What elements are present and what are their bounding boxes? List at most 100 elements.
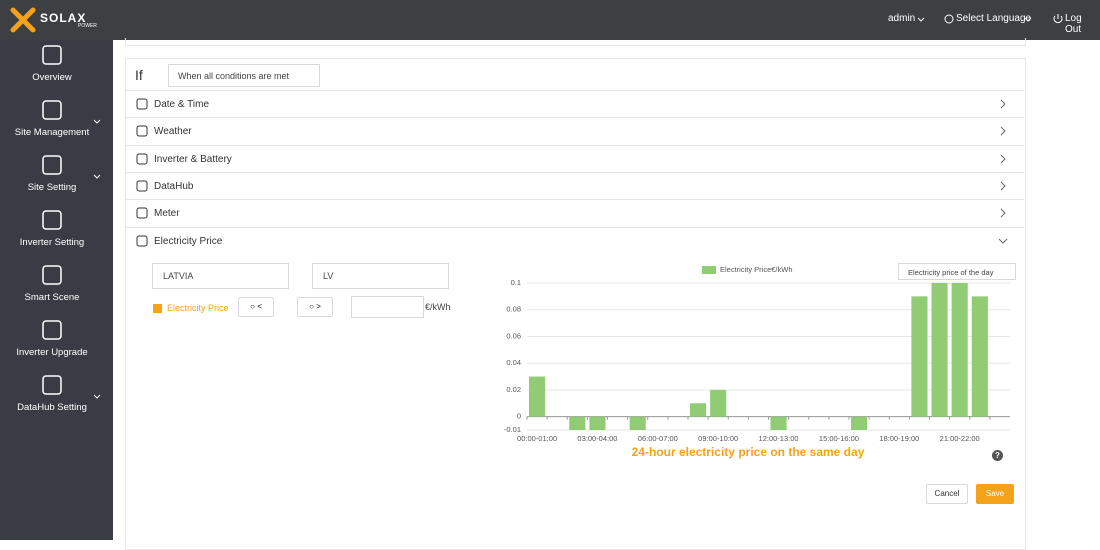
x-tick-label: 12:00-13:00 — [759, 434, 799, 443]
less: < — [257, 302, 262, 311]
row-label: Weather — [154, 126, 192, 138]
period: Electricity price of the day — [908, 268, 994, 277]
row-icon — [136, 125, 148, 137]
x-tick-label: 15:00-16:00 — [819, 434, 859, 443]
row-label: Meter — [154, 208, 180, 220]
help-icon[interactable]: ? — [992, 450, 1003, 461]
y-tick-label: 0.08 — [506, 305, 521, 314]
if-label: If — [135, 67, 143, 83]
chevron — [998, 238, 1008, 244]
bar — [911, 296, 928, 417]
x-tick-label: 03:00-04:00 — [577, 434, 617, 443]
mode-select[interactable]: When all conditions are met — [168, 64, 320, 87]
row-chevron — [1000, 99, 1006, 109]
unit: €/kWh — [425, 302, 451, 312]
less-option[interactable]: ○ < — [238, 297, 274, 317]
nav-label: DataHub Setting — [17, 402, 87, 413]
condition-row[interactable]: Meter — [126, 199, 1024, 227]
chevron — [93, 394, 101, 399]
y-tick-label: 0.1 — [511, 278, 521, 287]
bar — [851, 416, 868, 430]
bar — [690, 403, 707, 417]
nav-chevron — [93, 119, 101, 124]
logo-text: SOLAX — [40, 11, 87, 25]
bar — [710, 389, 727, 417]
legend-swatch — [702, 266, 716, 274]
x-tick-label: 09:00-10:00 — [698, 434, 738, 443]
chart-title: 24-hour electricity price on the same da… — [632, 445, 865, 459]
row-label: Inverter & Battery — [154, 153, 232, 165]
chevron — [1000, 99, 1006, 109]
bar — [569, 416, 586, 430]
nav-icon — [42, 210, 62, 230]
bar — [529, 376, 546, 417]
cancel-button[interactable]: Cancel — [926, 484, 968, 504]
nav-label: Smart Scene — [24, 292, 80, 303]
chevron — [93, 174, 101, 179]
row-icon — [136, 235, 148, 246]
condition-row[interactable]: Date & Time — [126, 90, 1024, 117]
row-chevron — [1000, 126, 1006, 136]
nav-chevron — [93, 174, 101, 179]
y-tick-label: 0.04 — [506, 358, 521, 367]
row-label: Date & Time — [154, 99, 210, 110]
y-tick-label: 0 — [517, 412, 521, 421]
header-icons — [917, 14, 1063, 24]
sidebar: Overview Site Management Site Setting Inver… — [0, 40, 113, 540]
period-select[interactable]: Electricity price of the day — [898, 263, 1016, 280]
row-icon — [136, 180, 148, 192]
region-select[interactable]: LV — [312, 263, 449, 289]
top-bar: SOLAX POWER admin Select Language Log Ou… — [0, 0, 1100, 40]
icon-shape — [136, 235, 148, 246]
icon-shape — [42, 320, 62, 340]
bar — [629, 416, 646, 430]
chevron — [1000, 181, 1006, 191]
condition-row[interactable]: DataHub — [126, 171, 1024, 199]
row-label: DataHub — [154, 180, 194, 192]
logo-icon — [10, 7, 36, 33]
nav-icon — [42, 320, 62, 340]
logout[interactable]: Log Out — [1065, 13, 1082, 35]
row-chevron — [1000, 154, 1006, 163]
country-select[interactable]: LATVIA — [152, 263, 289, 289]
condition-row[interactable]: Weather — [126, 117, 1024, 145]
x-tick-label: 06:00-07:00 — [638, 434, 678, 443]
y-tick-label: 0.06 — [506, 331, 521, 340]
nav-icon — [42, 265, 62, 285]
condition-row[interactable]: Inverter & Battery — [126, 144, 1024, 172]
icon-shape — [42, 100, 62, 120]
row-chevron — [1000, 181, 1006, 191]
nav-icon — [42, 375, 62, 395]
y-tick-label: -0.01 — [504, 425, 521, 434]
checkbox[interactable] — [153, 304, 162, 313]
condition-row[interactable]: Electricity Price — [126, 226, 1024, 254]
user-menu[interactable]: admin — [888, 13, 916, 24]
row-chevron — [1000, 208, 1006, 218]
chevron — [1000, 208, 1006, 218]
language-menu[interactable]: Select Language — [956, 13, 1032, 24]
nav-label: Inverter Upgrade — [16, 347, 88, 358]
icon-shape — [42, 155, 62, 175]
greater-option[interactable]: ○ > — [297, 297, 333, 317]
bar — [770, 416, 787, 430]
textarea-edge — [125, 38, 1026, 46]
bar — [931, 283, 948, 417]
region: LV — [323, 271, 334, 281]
chevron — [1000, 154, 1006, 163]
price-chart: -0.01 0 0.02 0.04 0.06 0.08 0.1 Electricity Pri… — [504, 265, 1010, 459]
mode-text: When all conditions are met — [178, 71, 290, 81]
chevron — [1000, 126, 1006, 136]
country: LATVIA — [163, 271, 194, 281]
icon-shape — [136, 125, 148, 137]
icon-shape — [136, 180, 148, 192]
price-input[interactable] — [351, 296, 424, 318]
nav-icon — [42, 155, 62, 175]
y-tick-label: 0.02 — [506, 385, 521, 394]
save-button[interactable]: Save — [976, 484, 1014, 504]
logo-sub: POWER — [78, 23, 97, 29]
nav-icon — [42, 100, 62, 120]
legend-label: Electricity Price€/kWh — [720, 265, 793, 274]
chevron — [93, 119, 101, 124]
icon-shape — [42, 265, 62, 285]
row-icon — [136, 153, 148, 165]
